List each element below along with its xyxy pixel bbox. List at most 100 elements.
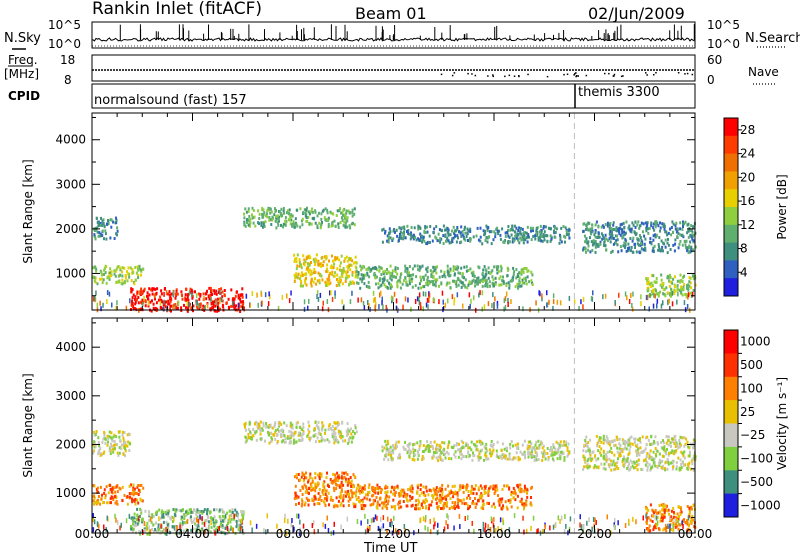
noise-cell [373,297,375,303]
echo-cell [511,458,514,462]
echo-cell [335,426,338,430]
echo-cell [199,305,202,309]
echo-cell [552,443,555,447]
echo-cell [680,290,682,294]
echo-cell [147,304,150,308]
echo-cell [642,222,645,226]
noise-cell [360,297,363,303]
echo-cell [504,231,507,235]
noise-cell [422,291,425,297]
echo-cell [342,483,345,487]
echo-cell [276,221,279,225]
echo-cell [611,236,613,240]
echo-cell [497,232,500,236]
echo-cell [295,260,298,264]
echo-cell [647,231,650,235]
echo-cell [546,452,549,455]
echo-cell [328,259,330,263]
echo-cell [302,211,305,214]
echo-cell [437,507,439,511]
echo-cell [689,276,692,280]
echo-cell [659,248,662,252]
echo-cell [557,442,560,446]
echo-cell [650,293,653,297]
echo-cell [408,454,411,458]
echo-cell [681,243,684,247]
echo-cell [270,223,273,226]
echo-cell [458,448,461,451]
echo-cell [174,296,177,300]
echo-cell [305,490,308,494]
echo-cell [631,239,634,243]
echo-cell [394,446,397,450]
echo-cell [447,443,450,447]
echo-cell [533,458,536,462]
echo-cell [314,221,317,225]
echo-cell [534,443,537,447]
echo-cell [555,227,558,231]
echo-cell [434,492,437,495]
echo-cell [273,424,276,428]
echo-cell [583,444,585,448]
echo-cell [654,464,657,468]
echo-cell [461,486,464,490]
echo-cell [354,426,357,430]
echo-cell [263,225,266,228]
echo-cell [97,441,100,444]
echo-cell [692,233,695,237]
echo-cell [299,489,302,492]
echo-cell [484,283,487,287]
echo-cell [414,504,417,507]
echo-cell [547,458,550,462]
echo-cell [353,207,356,211]
echo-cell [622,244,625,248]
echo-cell [323,497,326,500]
echo-cell [320,439,323,443]
echo-cell [413,264,416,268]
echo-cell [377,491,380,495]
echo-cell [92,495,94,499]
echo-cell [318,221,321,225]
echo-cell [408,232,411,236]
echo-cell [683,274,686,278]
echo-cell [347,427,349,431]
echo-cell [412,451,415,454]
echo-cell [600,225,603,229]
echo-cell [152,302,155,306]
noise-cell [142,301,144,307]
noise-cell [204,305,206,310]
echo-cell [549,448,552,452]
echo-cell [337,478,340,482]
echo-cell [132,293,135,297]
echo-cell [368,483,371,487]
echo-cell [283,434,286,438]
echo-cell [332,472,335,476]
echo-cell [586,466,589,470]
echo-cell [337,474,340,478]
echo-cell [305,257,308,261]
noise-cell [96,302,99,308]
echo-cell [621,460,624,464]
echo-cell [441,487,443,491]
echo-cell [332,479,335,483]
echo-cell [148,533,151,536]
echo-cell [293,253,296,257]
echo-cell [329,271,332,275]
echo-cell [348,495,350,499]
echo-cell [665,441,668,445]
echo-cell [671,220,674,224]
echo-cell [154,528,157,531]
echo-cell [317,432,320,436]
echo-cell [405,283,408,287]
echo-cell [549,239,552,243]
echo-cell [426,270,429,274]
echo-cell [540,234,543,238]
echo-cell [104,496,107,500]
echo-cell [401,226,404,230]
echo-cell [659,226,662,230]
echo-cell [535,455,538,459]
echo-cell [399,275,402,279]
echo-cell [326,208,329,212]
echo-cell [313,427,316,430]
echo-cell [525,231,528,235]
